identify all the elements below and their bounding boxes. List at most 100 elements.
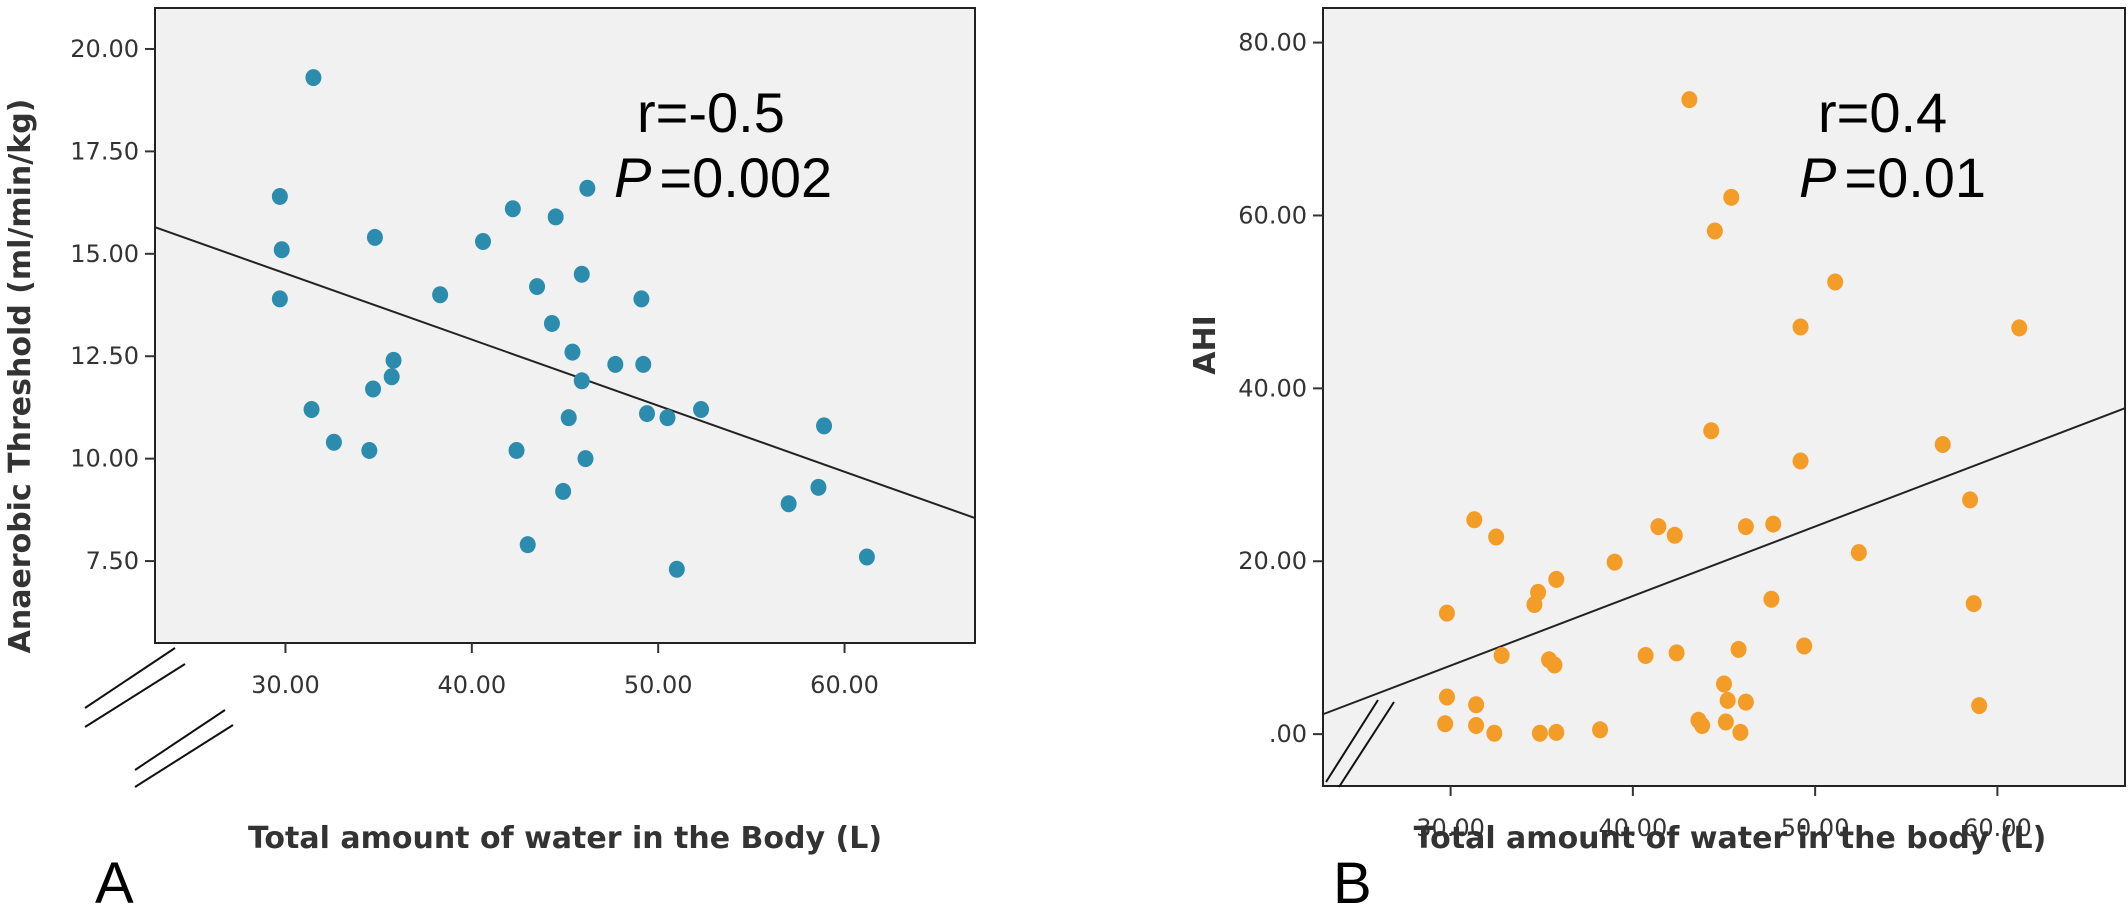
data-point-a — [573, 372, 590, 390]
y-tick-label-b: .00 — [1269, 720, 1307, 748]
x-tick-label-a: 30.00 — [251, 671, 320, 699]
data-point-b — [1548, 570, 1565, 588]
data-point-a — [668, 560, 685, 578]
p-value-a: P =0.002 — [614, 146, 832, 209]
p-number-a: =0.002 — [659, 146, 832, 209]
data-point-b — [1962, 491, 1979, 509]
data-point-a — [508, 441, 525, 459]
y-tick-label-b: 40.00 — [1238, 374, 1307, 402]
p-number-b: =0.01 — [1844, 146, 1986, 209]
data-point-b — [1488, 528, 1505, 546]
data-point-b — [1681, 91, 1698, 109]
data-point-a — [305, 69, 322, 87]
y-tick-label-b: 80.00 — [1238, 29, 1307, 57]
x-tick-label-a: 60.00 — [810, 671, 879, 699]
data-point-a — [560, 409, 577, 427]
y-tick-label-a: 12.50 — [70, 342, 139, 370]
axis-break-b — [1325, 699, 1395, 788]
data-point-a — [303, 400, 320, 418]
panel-b: 30.00 40.00 50.00 60.00 .00 20.00 40.00 60.00 80… — [1188, 7, 2126, 914]
x-tick-label-b: 30.00 — [1416, 814, 1485, 842]
data-point-a — [504, 200, 521, 218]
data-point-b — [2011, 319, 2028, 337]
data-points-a — [271, 69, 875, 578]
data-point-b — [1737, 693, 1754, 711]
data-point-a — [633, 290, 650, 308]
data-point-b — [1965, 595, 1982, 613]
x-tick-label-a: 50.00 — [624, 671, 693, 699]
data-point-b — [1792, 452, 1809, 470]
data-point-b — [1737, 518, 1754, 536]
data-point-b — [1637, 646, 1654, 664]
data-point-b — [1827, 273, 1844, 291]
regression-line-a — [154, 226, 976, 519]
data-point-a — [543, 314, 560, 332]
x-tick-label-b: 50.00 — [1781, 814, 1850, 842]
data-point-b — [1716, 675, 1732, 693]
panel-a: 30.00 40.00 50.00 60.00 7.50 10.00 12.50 15.00 1… — [3, 7, 976, 914]
x-tick-label-a: 40.00 — [437, 671, 506, 699]
data-point-b — [1592, 721, 1609, 739]
data-point-b — [1796, 637, 1813, 655]
data-point-b — [1732, 723, 1749, 741]
data-point-b — [1703, 422, 1720, 440]
data-point-b — [1468, 696, 1485, 714]
data-point-b — [1438, 604, 1455, 622]
y-tick-label-b: 60.00 — [1238, 201, 1307, 229]
data-point-a — [555, 482, 572, 500]
data-point-a — [577, 450, 594, 468]
y-tick-label-b: 20.00 — [1238, 547, 1307, 575]
data-point-a — [780, 495, 797, 513]
data-point-a — [383, 368, 400, 386]
data-point-b — [1548, 723, 1565, 741]
data-point-b — [1719, 691, 1736, 709]
y-tick-label-a: 7.50 — [86, 547, 139, 575]
data-point-b — [1437, 715, 1454, 733]
data-points-b — [1437, 91, 2028, 742]
data-point-a — [273, 241, 290, 259]
y-axis-title-b: AHI — [1188, 315, 1223, 375]
data-point-b — [1694, 716, 1711, 734]
data-point-b — [1468, 716, 1485, 734]
p-symbol-b: P — [1799, 146, 1836, 209]
data-point-a — [366, 228, 383, 246]
correlation-r-a: r=-0.5 — [637, 81, 785, 144]
p-symbol-a: P — [614, 146, 651, 209]
data-point-a — [271, 187, 288, 205]
y-axis-title-a: Anaerobic Threshold (ml/min/kg) — [3, 99, 38, 654]
data-point-a — [385, 351, 402, 369]
p-value-b: P =0.01 — [1799, 146, 1986, 209]
data-point-a — [475, 233, 491, 251]
data-point-a — [639, 405, 655, 423]
data-point-b — [1438, 688, 1455, 706]
axis-ticks-a: 30.00 40.00 50.00 60.00 7.50 10.00 12.50 15.00 1… — [70, 35, 879, 699]
data-point-b — [1666, 526, 1683, 544]
data-point-a — [529, 278, 546, 296]
y-tick-label-a: 17.50 — [70, 137, 139, 165]
x-axis-title-a: Total amount of water in the Body (L) — [248, 821, 882, 856]
plot-area-b — [1322, 7, 2126, 787]
data-point-a — [579, 179, 596, 197]
data-point-b — [1650, 518, 1667, 536]
data-point-b — [1466, 511, 1483, 529]
data-point-a — [325, 433, 342, 451]
data-point-b — [1850, 544, 1867, 562]
regression-line-b — [1322, 407, 2126, 716]
y-tick-label-a: 20.00 — [70, 35, 139, 63]
data-point-a — [810, 478, 827, 496]
data-point-b — [1493, 646, 1510, 664]
data-point-a — [271, 290, 288, 308]
data-point-a — [635, 355, 652, 373]
data-point-a — [432, 286, 449, 304]
data-point-b — [1723, 188, 1740, 206]
data-point-a — [519, 536, 536, 554]
data-point-a — [547, 208, 564, 226]
panel-label-a: A — [95, 851, 134, 914]
axis-break-a — [84, 647, 234, 788]
data-point-a — [659, 409, 676, 427]
data-point-b — [1717, 713, 1734, 731]
data-point-b — [1971, 697, 1988, 715]
data-point-b — [1546, 656, 1563, 674]
data-point-a — [693, 400, 710, 418]
